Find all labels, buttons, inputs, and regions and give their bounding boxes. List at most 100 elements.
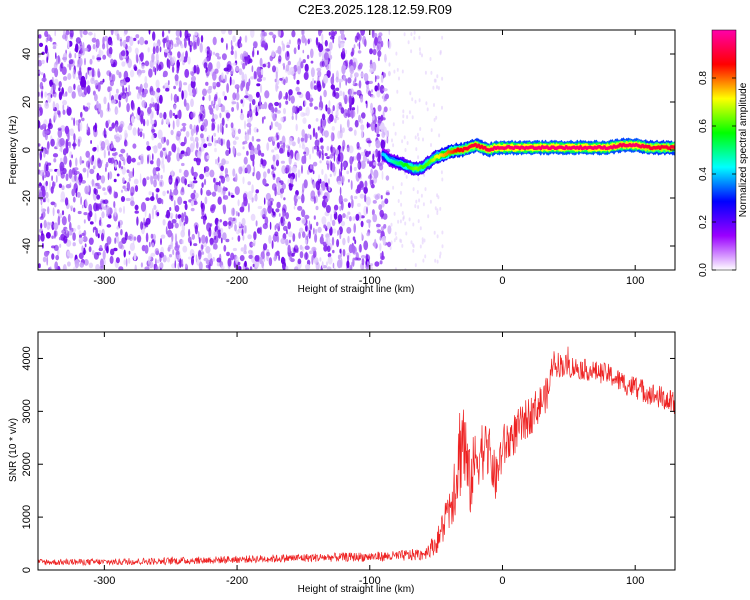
noise-speckle [316, 80, 321, 88]
noise-speckle [143, 82, 149, 89]
noise-speckle [66, 106, 72, 116]
noise-speckle [64, 197, 69, 206]
noise-speckle [402, 120, 405, 124]
noise-speckle [339, 186, 342, 196]
noise-speckle [411, 97, 414, 102]
noise-speckle [346, 119, 350, 128]
noise-speckle [69, 128, 75, 136]
noise-speckle [279, 188, 285, 194]
noise-speckle [97, 82, 101, 92]
noise-speckle [240, 99, 243, 104]
noise-speckle [60, 199, 65, 203]
noise-speckle [288, 155, 292, 165]
noise-speckle [213, 137, 217, 147]
noise-speckle [73, 117, 76, 127]
noise-speckle [215, 52, 220, 57]
noise-speckle [53, 93, 57, 98]
noise-speckle [211, 118, 216, 123]
noise-speckle [307, 124, 312, 130]
noise-speckle [51, 67, 56, 74]
noise-speckle [53, 111, 57, 121]
noise-speckle [218, 180, 221, 187]
noise-speckle [89, 58, 93, 65]
noise-speckle [355, 213, 360, 221]
noise-speckle [114, 160, 117, 170]
noise-speckle [54, 261, 59, 270]
x-tick-label: 100 [626, 575, 644, 587]
noise-speckle [118, 100, 121, 108]
noise-speckle [107, 185, 112, 192]
noise-speckle [259, 95, 262, 106]
noise-speckle [59, 243, 62, 248]
noise-speckle [79, 30, 83, 37]
x-tick-label: -200 [226, 275, 248, 287]
noise-speckle [174, 222, 179, 229]
noise-speckle [62, 104, 65, 111]
noise-speckle [315, 261, 320, 270]
noise-speckle [418, 98, 421, 103]
noise-speckle [285, 92, 288, 100]
noise-speckle [328, 100, 331, 108]
noise-speckle [102, 250, 106, 260]
noise-speckle [232, 92, 237, 101]
noise-speckle [152, 66, 156, 73]
noise-speckle [419, 51, 422, 56]
noise-speckle [261, 40, 266, 48]
noise-speckle [376, 223, 381, 228]
noise-speckle [156, 212, 160, 217]
noise-speckle [251, 242, 255, 247]
noise-speckle [100, 175, 106, 184]
noise-speckle [439, 251, 442, 256]
noise-speckle [380, 114, 384, 122]
noise-speckle [72, 242, 76, 247]
noise-speckle [79, 121, 83, 132]
noise-speckle [244, 35, 248, 43]
noise-speckle [293, 194, 298, 204]
noise-speckle [125, 38, 130, 43]
noise-speckle [399, 190, 402, 195]
noise-speckle [148, 30, 151, 35]
noise-speckle [261, 116, 264, 124]
noise-speckle [321, 153, 324, 161]
noise-speckle [283, 258, 286, 266]
noise-speckle [419, 127, 422, 131]
noise-speckle [159, 262, 164, 270]
noise-speckle [422, 137, 424, 142]
noise-speckle [180, 44, 184, 49]
noise-speckle [271, 164, 274, 170]
noise-speckle [137, 40, 140, 45]
noise-speckle [412, 222, 415, 227]
noise-speckle [329, 173, 332, 178]
noise-speckle [263, 32, 267, 37]
noise-speckle [99, 258, 104, 269]
noise-speckle [372, 161, 378, 166]
noise-speckle [422, 202, 425, 207]
noise-speckle [201, 234, 206, 244]
noise-speckle [105, 161, 109, 168]
noise-speckle [252, 40, 258, 48]
noise-speckle [185, 102, 190, 112]
noise-speckle [291, 30, 296, 38]
noise-speckle [38, 143, 41, 147]
noise-speckle [384, 56, 387, 61]
noise-speckle [361, 112, 366, 119]
spectrogram-x-axis: -300 -200 -100 0 100 [93, 30, 644, 287]
noise-speckle [69, 253, 74, 259]
noise-speckle [237, 199, 240, 207]
noise-speckle [133, 66, 138, 72]
noise-speckle [190, 112, 196, 119]
noise-speckle [103, 199, 109, 204]
noise-speckle [397, 219, 400, 224]
noise-speckle [267, 205, 273, 214]
noise-speckle [133, 37, 137, 42]
noise-speckle [394, 267, 397, 270]
noise-speckle [46, 34, 52, 42]
noise-speckle [319, 178, 322, 184]
noise-speckle [230, 194, 235, 198]
noise-speckle [197, 150, 202, 159]
noise-speckle [365, 196, 371, 206]
noise-speckle [61, 185, 65, 191]
noise-speckle [46, 255, 49, 266]
noise-speckle [244, 133, 250, 142]
